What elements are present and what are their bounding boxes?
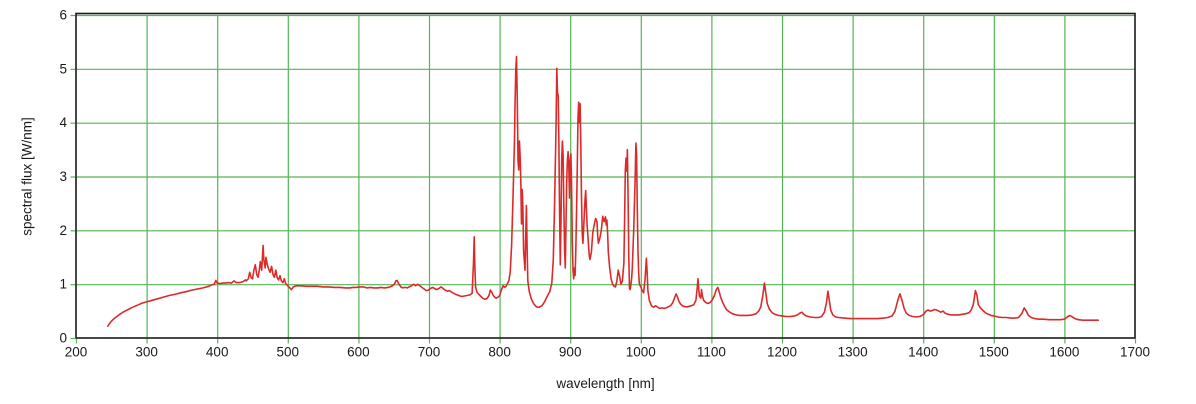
- y-axis-title: spectral flux [W/nm]: [19, 117, 35, 236]
- x-tick-label: 900: [559, 345, 582, 360]
- y-tick-label: 4: [59, 115, 67, 130]
- x-tick-label: 700: [418, 345, 441, 360]
- y-tick-label: 3: [59, 169, 67, 184]
- x-tick-label: 400: [206, 345, 229, 360]
- x-tick-label: 800: [488, 345, 511, 360]
- x-tick-label: 500: [277, 345, 300, 360]
- y-tick-label: 1: [59, 277, 67, 292]
- x-tick-label: 1700: [1120, 345, 1150, 360]
- plot-frame: [75, 12, 1136, 339]
- x-tick-label: 1600: [1049, 345, 1079, 360]
- spectrum-line: [107, 55, 1100, 327]
- y-tick-label: 2: [59, 223, 67, 238]
- x-tick-label: 200: [65, 345, 88, 360]
- y-tick-label: 5: [59, 61, 67, 76]
- y-tick-label: 6: [59, 8, 67, 23]
- x-tick-label: 1000: [626, 345, 656, 360]
- x-axis-title: wavelength [nm]: [556, 376, 655, 391]
- x-tick-label: 1200: [767, 345, 797, 360]
- y-tick-label: 0: [59, 331, 67, 346]
- x-tick-label: 1400: [908, 345, 938, 360]
- x-tick-label: 1500: [979, 345, 1009, 360]
- x-tick-label: 1300: [838, 345, 868, 360]
- x-tick-label: 300: [135, 345, 158, 360]
- x-tick-label: 1100: [697, 345, 726, 360]
- x-tick-label: 600: [347, 345, 370, 360]
